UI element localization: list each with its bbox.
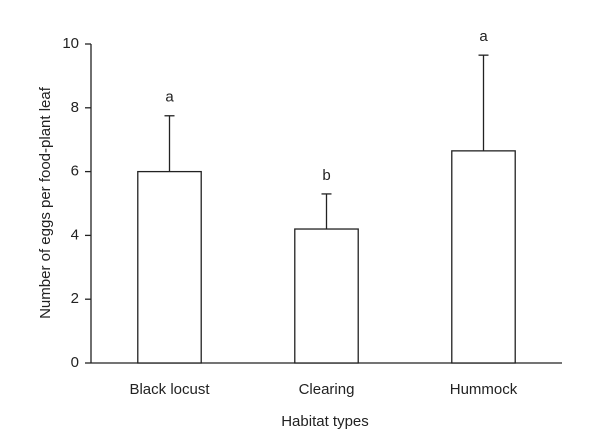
bar xyxy=(137,170,202,364)
y-tick-label: 0 xyxy=(71,354,79,371)
x-tick-label: Black locust xyxy=(129,381,210,398)
y-tick-label: 10 xyxy=(62,35,79,52)
bar xyxy=(294,228,359,364)
x-tick-label: Hummock xyxy=(450,381,518,398)
y-tick-label: 4 xyxy=(71,226,79,243)
significance-label: a xyxy=(165,89,174,106)
y-axis-label: Number of eggs per food-plant leaf xyxy=(37,86,54,319)
x-axis-label: Habitat types xyxy=(281,413,369,430)
bar xyxy=(451,150,516,364)
y-tick-label: 8 xyxy=(71,99,79,116)
x-tick-label: Clearing xyxy=(299,381,355,398)
y-tick-label: 2 xyxy=(71,290,79,307)
significance-label: b xyxy=(322,167,330,184)
significance-label: a xyxy=(479,28,488,45)
y-tick-label: 6 xyxy=(71,163,79,180)
